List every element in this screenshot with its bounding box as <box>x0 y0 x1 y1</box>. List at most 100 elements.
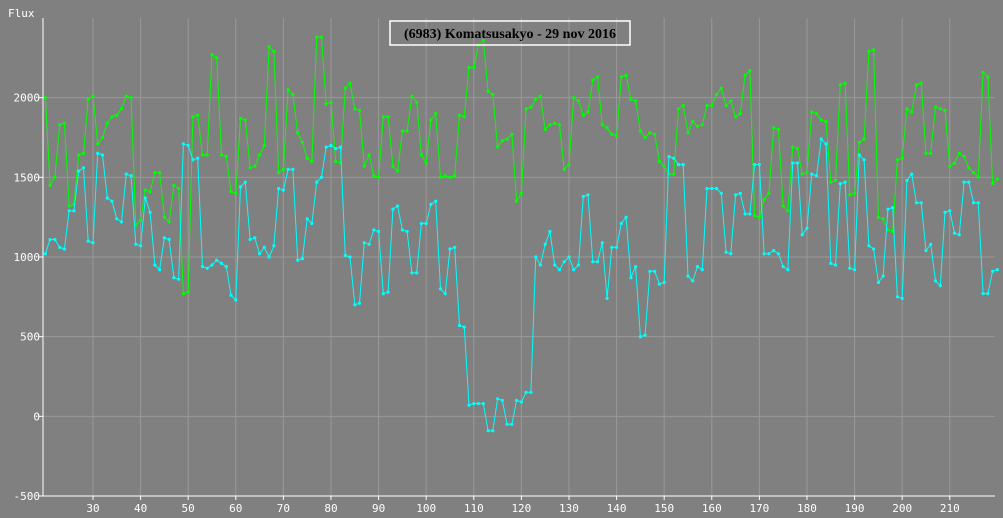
data-point <box>819 118 823 122</box>
x-tick-label: 100 <box>416 502 436 515</box>
data-point <box>467 65 471 69</box>
data-point <box>91 241 95 245</box>
data-point <box>824 142 828 146</box>
data-point <box>695 124 700 128</box>
data-point <box>153 263 157 267</box>
data-point <box>800 172 804 176</box>
data-point <box>629 276 633 280</box>
data-point <box>205 266 209 270</box>
data-point <box>833 263 838 267</box>
data-point <box>524 107 528 111</box>
data-point <box>367 242 371 246</box>
data-point <box>848 266 852 270</box>
data-point <box>200 153 205 157</box>
data-point <box>238 116 243 120</box>
data-point <box>400 129 404 133</box>
data-point <box>248 237 252 242</box>
data-point <box>510 422 514 426</box>
data-point <box>100 135 105 140</box>
data-point <box>405 229 409 234</box>
data-point <box>952 231 957 235</box>
data-point <box>362 241 366 245</box>
data-point <box>967 166 971 170</box>
data-point <box>229 293 233 297</box>
data-point <box>391 207 395 211</box>
data-point <box>714 186 719 191</box>
data-point <box>148 210 152 214</box>
data-point <box>372 174 376 178</box>
data-point <box>610 132 614 136</box>
data-point <box>567 255 571 259</box>
x-tick-label: 140 <box>607 502 627 515</box>
data-point <box>615 245 619 249</box>
data-point <box>562 260 566 264</box>
data-point <box>162 236 166 240</box>
x-tick-label: 190 <box>845 502 865 515</box>
data-point <box>653 269 657 273</box>
data-point <box>562 167 566 171</box>
data-point <box>605 296 609 300</box>
data-point <box>215 56 219 60</box>
data-point <box>991 269 995 273</box>
data-point <box>448 175 452 179</box>
y-tick-labels: -500 0 500 1000 1500 2000 <box>14 92 41 503</box>
data-point <box>391 164 395 168</box>
data-point <box>791 145 795 149</box>
x-tick-label: 160 <box>702 502 722 515</box>
data-point <box>158 171 162 175</box>
data-point <box>377 229 381 234</box>
data-point <box>215 258 219 262</box>
data-point <box>538 94 543 98</box>
data-point <box>691 120 695 124</box>
data-point <box>300 140 304 144</box>
data-point <box>81 166 86 170</box>
data-point <box>986 292 990 296</box>
data-point <box>272 244 276 248</box>
data-point <box>705 104 709 108</box>
data-point <box>286 167 290 171</box>
data-point <box>757 215 762 219</box>
data-point <box>729 99 733 103</box>
data-point <box>762 198 766 202</box>
data-point <box>543 127 547 132</box>
data-point <box>548 123 552 127</box>
data-point <box>710 186 714 191</box>
data-point <box>891 206 895 210</box>
data-point <box>434 199 438 203</box>
data-point <box>429 118 433 122</box>
data-point <box>995 268 1000 272</box>
data-point <box>424 221 428 226</box>
data-point <box>653 132 657 136</box>
data-point <box>110 199 114 203</box>
data-point <box>210 263 214 267</box>
data-point <box>115 217 119 221</box>
data-point <box>810 110 814 114</box>
data-point <box>77 153 81 157</box>
x-tick-label: 110 <box>464 502 484 515</box>
data-point <box>600 123 604 127</box>
data-point <box>672 156 676 160</box>
y-tick-label: 1500 <box>14 171 41 184</box>
data-point <box>662 280 666 285</box>
data-point <box>991 182 995 186</box>
data-point <box>843 81 847 85</box>
data-point <box>48 183 52 187</box>
data-point <box>258 252 262 256</box>
data-point <box>224 155 228 159</box>
data-point <box>743 73 747 77</box>
data-point <box>981 292 985 296</box>
data-point <box>634 265 638 269</box>
data-point <box>805 226 809 230</box>
data-point <box>553 263 557 267</box>
data-point <box>972 171 976 175</box>
data-point <box>415 100 419 104</box>
data-point <box>962 180 966 184</box>
data-point <box>462 115 466 119</box>
data-point <box>486 89 490 93</box>
data-point <box>319 175 324 179</box>
data-point <box>410 271 414 275</box>
x-tick-label: 150 <box>654 502 674 515</box>
data-point <box>938 107 942 111</box>
data-point <box>691 279 695 283</box>
data-point <box>586 110 590 114</box>
